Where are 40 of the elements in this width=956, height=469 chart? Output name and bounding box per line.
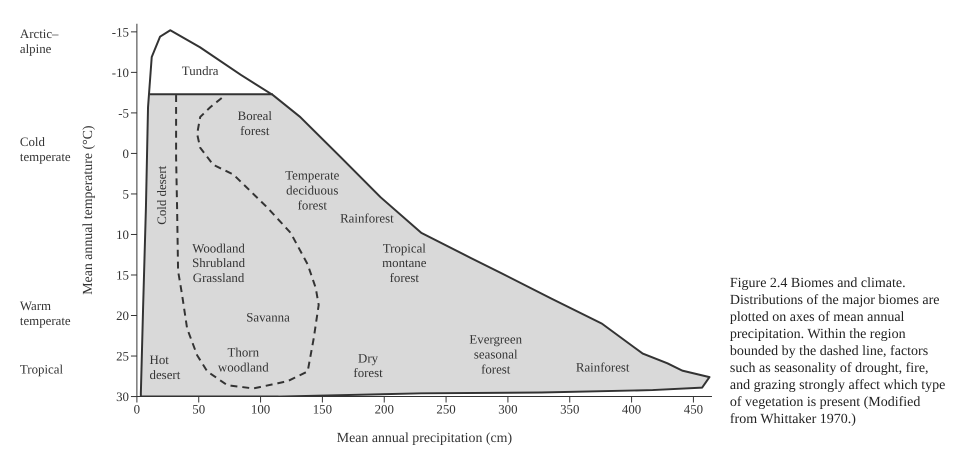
x-tick-label: 350	[560, 402, 580, 417]
text: Cold temperate	[20, 135, 71, 164]
y-tick-label: -10	[112, 66, 129, 80]
x-tick-label: 150	[312, 402, 332, 417]
y-tick-label: 5	[122, 188, 129, 202]
x-tick-label: 400	[622, 402, 642, 417]
annotation: Dry forest	[353, 351, 384, 380]
text: Warm temperate	[20, 299, 71, 328]
y-axis-title: Mean annual temperature (°C)	[81, 125, 96, 295]
annotation: Cold desert	[154, 165, 169, 225]
annotation: Rainforest	[340, 211, 394, 226]
text: Arctic– alpine	[20, 26, 60, 56]
text: Figure 2.4 Biomes and climate. Distributions of the major biomes are plotted on axes of mean annual precipitation. Within the region bounded by the dashed line, factors such as seasonality of drought, fire, and grazing strongly affect which type of vegetation is present (Modified from Whittaker 1970.)	[730, 276, 946, 427]
annotation: Thorn woodland	[218, 346, 270, 375]
x-tick-label: 200	[374, 402, 394, 417]
annotation: Woodland Shrubland Grassland	[192, 241, 246, 286]
annotation: Evergreen seasonal forest	[469, 332, 523, 376]
y-tick-label: 25	[116, 350, 129, 364]
x-tick-label: 50	[192, 402, 206, 417]
annotation: Tundra	[182, 64, 219, 78]
y-tick-label: 30	[116, 390, 129, 404]
annotation: Tropical montane forest	[382, 241, 427, 286]
y-tick-label: -5	[118, 106, 129, 120]
y-tick-label: 10	[116, 228, 129, 242]
x-tick-label: 100	[250, 402, 270, 417]
annotation: Boreal forest	[238, 108, 272, 138]
x-tick-label: 300	[498, 402, 518, 417]
x-tick-label: 0	[134, 402, 140, 417]
annotation: Rainforest	[576, 360, 630, 375]
annotation: Hot desert	[150, 353, 181, 382]
y-tick-label: 15	[116, 268, 129, 283]
y-tick-label: 20	[116, 309, 129, 324]
annotation: Temperate deciduous forest	[285, 168, 340, 212]
x-tick-label: 250	[436, 402, 456, 417]
y-tick-label: 0	[122, 147, 129, 161]
x-tick-label: 450	[684, 402, 704, 417]
y-tick-label: -15	[112, 25, 129, 40]
annotation: Savanna	[246, 310, 290, 324]
text: Tropical	[20, 362, 64, 376]
x-axis-title: Mean annual precipitation (cm)	[336, 431, 512, 446]
